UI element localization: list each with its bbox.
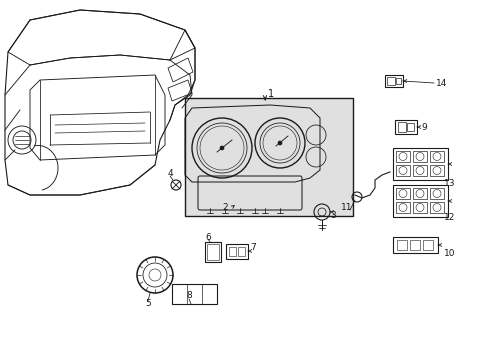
Bar [392, 148, 447, 180]
Bar [412, 202, 426, 213]
Text: 6: 6 [204, 233, 210, 242]
Bar [238, 247, 244, 256]
Text: 5: 5 [145, 300, 151, 309]
Text: 1: 1 [267, 89, 274, 99]
Bar [396, 240, 406, 250]
Bar [204, 242, 221, 262]
Text: 4: 4 [167, 168, 172, 177]
Bar [395, 78, 400, 84]
Text: 11: 11 [341, 202, 352, 211]
Text: 14: 14 [435, 78, 447, 87]
Bar [429, 188, 443, 199]
Text: 2: 2 [222, 203, 227, 212]
Text: 10: 10 [443, 248, 454, 257]
Bar [225, 244, 247, 259]
Bar [409, 240, 419, 250]
Circle shape [278, 141, 282, 145]
Text: 12: 12 [443, 213, 454, 222]
Bar [422, 240, 432, 250]
Text: 9: 9 [420, 122, 426, 131]
Bar [206, 244, 219, 260]
Text: 3: 3 [329, 211, 335, 220]
Bar [395, 165, 409, 176]
Text: 7: 7 [249, 243, 255, 252]
Text: 13: 13 [443, 180, 454, 189]
Bar [429, 151, 443, 162]
Bar [395, 202, 409, 213]
Bar [394, 120, 416, 134]
Bar [406, 123, 413, 131]
Bar [184, 98, 352, 216]
Bar [386, 77, 394, 85]
Text: 8: 8 [186, 292, 191, 301]
Bar [395, 188, 409, 199]
Bar [397, 122, 405, 132]
Bar [395, 151, 409, 162]
Bar [384, 75, 402, 87]
Bar [412, 151, 426, 162]
Bar [412, 188, 426, 199]
Bar [429, 202, 443, 213]
Bar [228, 247, 236, 256]
Bar [392, 237, 437, 253]
Bar [392, 185, 447, 217]
Bar [429, 165, 443, 176]
Bar [172, 284, 217, 304]
Circle shape [220, 146, 224, 150]
Bar [412, 165, 426, 176]
